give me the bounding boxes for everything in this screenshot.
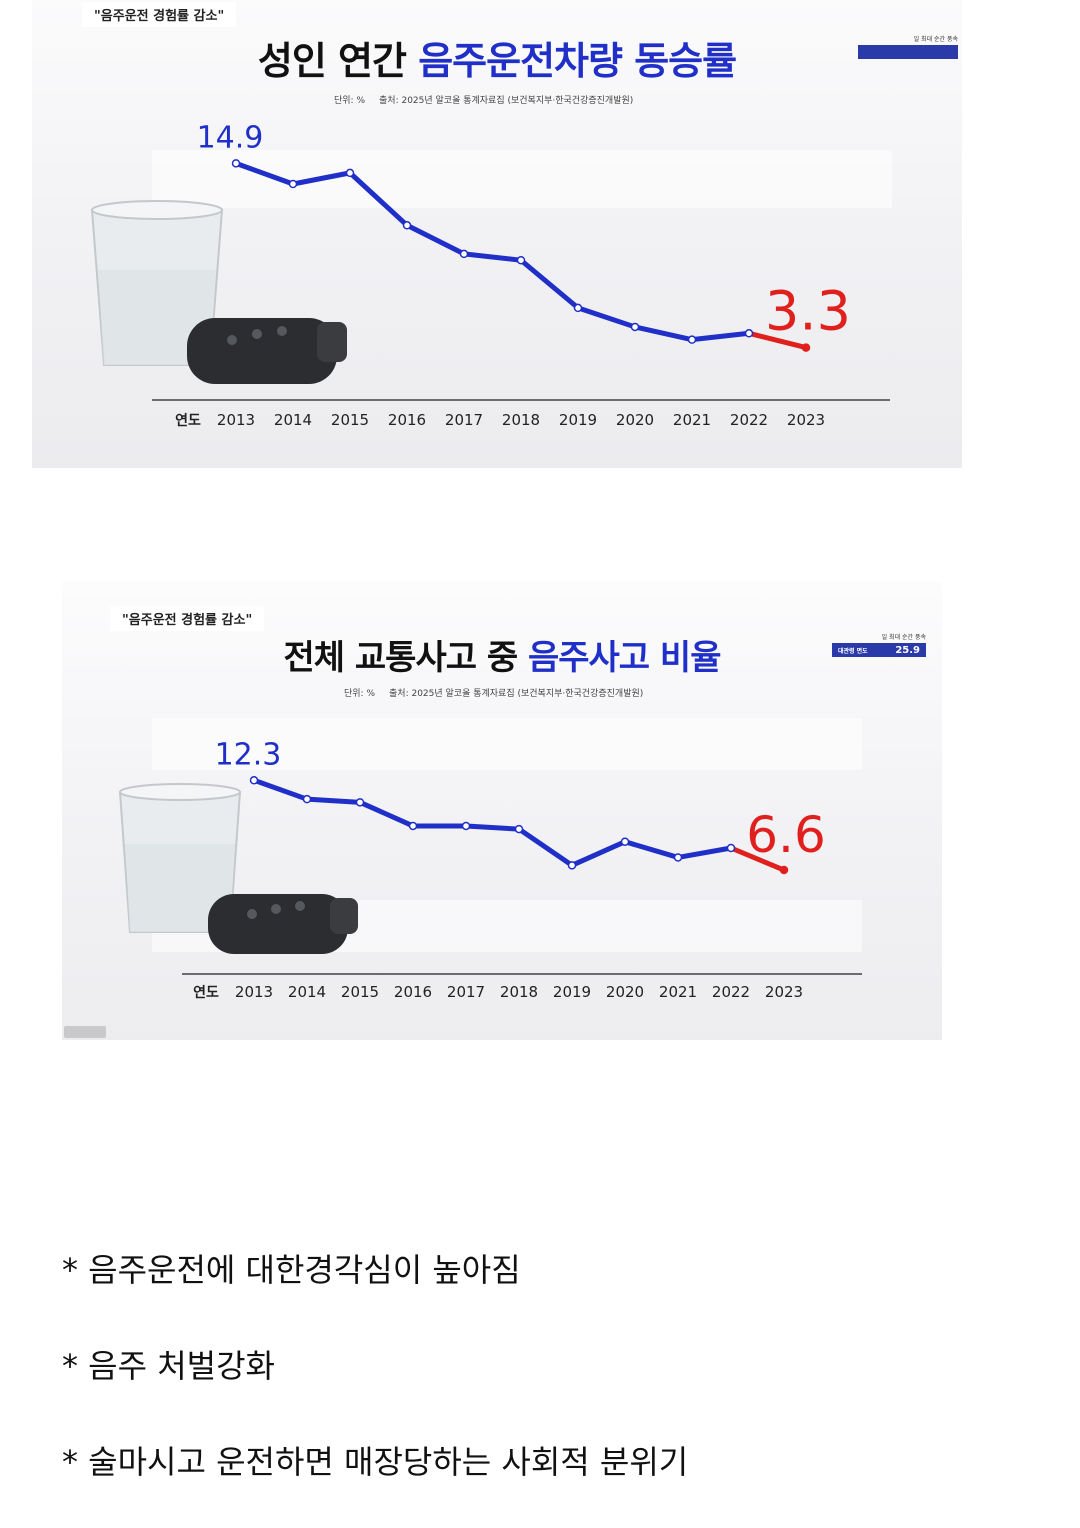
corner-logo [64, 1026, 106, 1038]
unit-label: 단위: % [344, 689, 376, 699]
x-tick-label: 2022 [712, 983, 750, 1001]
drink-glass-illustration [118, 783, 242, 933]
x-tick-label: 2021 [673, 411, 711, 429]
data-point [402, 221, 412, 230]
x-tick-label: 2020 [606, 983, 644, 1001]
badge-caption: 일 최대 순간 풍속 [881, 634, 926, 641]
x-tick-label: 2016 [388, 411, 426, 429]
note-item: * 음주 처벌강화 [62, 1347, 275, 1385]
data-point [249, 776, 259, 785]
broadcast-badge: 일 최대 순간 풍속 대관령 면도 25.9 [832, 632, 926, 657]
x-tick-label: 2023 [765, 983, 803, 1001]
x-tick-label: 2013 [235, 983, 273, 1001]
x-tick-label: 2014 [274, 411, 312, 429]
note-item: * 술마시고 운전하면 매장당하는 사회적 분위기 [62, 1443, 689, 1481]
line-chart-2: 연도 2013 2014 2015 2016 2017 2018 2019 2020 2021 20… [118, 737, 862, 1001]
data-point [459, 249, 469, 259]
chart-panel-1: "음주운전 경험률 감소" 성인 연간 음주운전차량 동승률 단위: % 출처: … [32, 0, 962, 468]
data-point [567, 861, 577, 870]
x-axis-title: 연도 [193, 985, 219, 1001]
data-point [288, 179, 298, 189]
data-point [779, 865, 789, 875]
data-point [355, 798, 365, 807]
data-point [302, 794, 312, 804]
series-line [251, 777, 734, 868]
x-tick-label: 2016 [394, 983, 432, 1001]
data-point [630, 322, 640, 332]
chart-panel-2: "음주운전 경험률 감소" 전체 교통사고 중 음주사고 비율 단위: % 출처:… [62, 582, 942, 1040]
series-line-last-segment [728, 845, 787, 873]
x-tick-label: 2015 [331, 411, 369, 429]
source-label: 출처: 2025년 알코올 통계자료집 (보건복지부·한국건강증진개발원) [389, 689, 644, 699]
source-label: 출처: 2025년 알코올 통계자료집 (보건복지부·한국건강증진개발원) [379, 96, 634, 106]
chart-title: 성인 연간 음주운전차량 동승률 [32, 30, 962, 85]
first-value-label: 12.3 [215, 737, 282, 772]
data-point [231, 159, 241, 168]
x-tick-label: 2018 [502, 411, 540, 429]
x-tick-label: 2017 [445, 411, 483, 429]
drink-glass-illustration [90, 200, 224, 366]
data-point [408, 821, 418, 831]
line-chart-1: 연도 2013 2014 2015 2016 2017 2018 2019 2020 2021 20… [90, 120, 890, 429]
badge-bar: 대관령 면도 25.9 [832, 643, 926, 657]
x-tick-label: 2019 [559, 411, 597, 429]
notes-list: * 음주운전에 대한경각심이 높아짐 * 음주 처벌강화 * 술마시고 운전하면… [62, 1240, 1022, 1528]
last-value-label: 3.3 [765, 280, 851, 343]
x-tick-label: 2013 [217, 411, 255, 429]
x-tick-label: 2014 [288, 983, 326, 1001]
data-point [673, 853, 683, 862]
data-point [687, 335, 697, 344]
x-tick-label: 2015 [341, 983, 379, 1001]
chart-title: 전체 교통사고 중 음주사고 비율 [62, 630, 942, 679]
title-plain: 성인 연간 [257, 39, 419, 83]
first-value-label: 14.9 [197, 120, 264, 155]
tagline: "음주운전 경험률 감소" [110, 606, 265, 631]
title-highlight: 음주사고 비율 [527, 638, 722, 678]
x-tick-label: 2022 [730, 411, 768, 429]
data-point [801, 343, 811, 352]
series-line [233, 160, 752, 343]
badge-label: 대관령 면도 [838, 647, 868, 655]
data-point [516, 255, 526, 265]
last-value-label: 6.6 [746, 806, 826, 864]
data-point [726, 843, 736, 853]
x-tick-label: 2021 [659, 983, 697, 1001]
x-tick-label: 2018 [500, 983, 538, 1001]
x-tick-label: 2019 [553, 983, 591, 1001]
car-key-illustration [187, 318, 347, 384]
title-plain: 전체 교통사고 중 [283, 638, 528, 678]
tagline: "음주운전 경험률 감소" [82, 2, 237, 27]
badge-bar [858, 45, 958, 59]
badge-caption: 일 최대 순간 풍속 [913, 36, 958, 43]
chart-meta: 단위: % 출처: 2025년 알코올 통계자료집 (보건복지부·한국건강증진개발… [344, 686, 657, 699]
data-point [345, 168, 355, 178]
title-highlight: 음주운전차량 동승률 [418, 39, 737, 83]
data-point [744, 329, 754, 338]
data-point [514, 824, 524, 834]
unit-label: 단위: % [334, 96, 366, 106]
chart-meta: 단위: % 출처: 2025년 알코올 통계자료집 (보건복지부·한국건강증진개발… [334, 93, 647, 106]
car-key-illustration [208, 894, 358, 954]
note-item: * 음주운전에 대한경각심이 높아짐 [62, 1251, 521, 1289]
broadcast-badge: 일 최대 순간 풍속 [858, 34, 958, 59]
background-stripe [152, 718, 862, 770]
data-point [573, 303, 583, 313]
data-point [461, 821, 471, 831]
x-axis-title: 연도 [175, 413, 201, 429]
x-tick-label: 2020 [616, 411, 654, 429]
series-line-last-segment [746, 330, 809, 351]
x-tick-label: 2023 [787, 411, 825, 429]
data-point [620, 837, 630, 846]
x-tick-label: 2017 [447, 983, 485, 1001]
badge-value: 25.9 [895, 644, 920, 656]
